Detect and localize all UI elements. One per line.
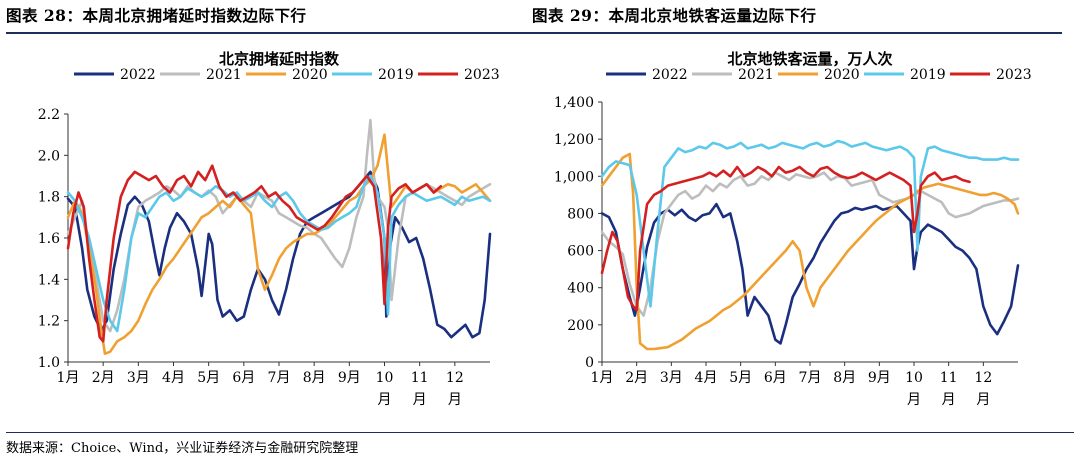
series-line-2020 <box>600 152 1020 351</box>
legend-label: 2021 <box>738 67 774 83</box>
x-tick-label: 4月 <box>162 370 185 386</box>
series-line-2023 <box>66 164 443 343</box>
y-tick-label: 1.6 <box>38 231 60 247</box>
legend-label: 2023 <box>464 67 500 83</box>
x-tick-label: 12 <box>974 370 992 386</box>
x-tick-label: 11 <box>411 370 429 386</box>
x-tick-label-unit: 月 <box>448 392 462 408</box>
x-tick-label: 5月 <box>197 370 220 386</box>
source-note: 数据来源：Choice、Wind，兴业证券经济与金融研究院整理 <box>6 441 359 456</box>
x-tick-label: 9月 <box>338 370 361 386</box>
x-tick-label: 1月 <box>57 370 80 386</box>
chart-title: 北京地铁客运量，万人次 <box>727 50 892 68</box>
x-tick-label: 11 <box>940 370 958 386</box>
legend-label: 2022 <box>652 67 688 83</box>
x-tick-label-unit: 月 <box>942 392 956 408</box>
figure-29: 图表 29：本周北京地铁客运量边际下行 北京地铁客运量，万人次 2022 2021 2… <box>532 0 1062 432</box>
y-tick-label: 1.4 <box>38 272 60 288</box>
y-tick-label: 2.2 <box>38 107 60 123</box>
y-tick-label: 400 <box>567 281 594 297</box>
title-rule <box>532 32 1062 34</box>
title-rule <box>6 32 536 34</box>
legend-label: 2023 <box>996 67 1032 83</box>
y-tick-label: 1,200 <box>554 132 594 148</box>
y-tick-label: 1.0 <box>38 355 60 371</box>
legend-label: 2019 <box>910 67 946 83</box>
x-tick-label: 8月 <box>303 370 326 386</box>
figure-title: 图表 28：本周北京拥堵延时指数边际下行 <box>6 6 307 25</box>
x-tick-label: 8月 <box>833 370 856 386</box>
x-tick-label: 10 <box>376 370 394 386</box>
x-tick-label: 1月 <box>591 370 614 386</box>
y-tick-label: 1,000 <box>554 169 594 185</box>
x-tick-label: 4月 <box>695 370 718 386</box>
x-tick-label: 9月 <box>868 370 891 386</box>
legend-label: 2022 <box>120 67 156 83</box>
y-tick-label: 1.8 <box>38 190 60 206</box>
y-tick-label: 2.0 <box>38 148 60 164</box>
x-tick-label-unit: 月 <box>378 392 392 408</box>
series-line-2023 <box>600 165 971 312</box>
y-tick-label: 600 <box>567 244 594 260</box>
x-tick-label: 3月 <box>127 370 150 386</box>
x-tick-label: 2月 <box>92 370 115 386</box>
x-tick-label: 2月 <box>625 370 648 386</box>
series-line-2021 <box>66 118 492 333</box>
legend-label: 2020 <box>824 67 860 83</box>
x-tick-label: 3月 <box>660 370 683 386</box>
x-tick-label: 6月 <box>232 370 255 386</box>
x-tick-label: 10 <box>905 370 923 386</box>
y-tick-label: 200 <box>567 318 594 334</box>
y-tick-label: 1.2 <box>38 314 60 330</box>
x-tick-label-unit: 月 <box>907 392 921 408</box>
x-tick-label-unit: 月 <box>976 392 990 408</box>
x-tick-label: 7月 <box>799 370 822 386</box>
series-line-2022 <box>600 202 1020 345</box>
y-tick-label: 1,400 <box>554 95 594 111</box>
x-tick-label-unit: 月 <box>413 392 427 408</box>
chart-title: 北京拥堵延时指数 <box>219 50 340 68</box>
legend-label: 2019 <box>378 67 414 83</box>
x-tick-label: 6月 <box>764 370 787 386</box>
legend-label: 2020 <box>292 67 328 83</box>
series-line-2021 <box>600 171 1020 317</box>
source-rule <box>6 432 1074 433</box>
x-tick-label: 12 <box>446 370 464 386</box>
series-line-2019 <box>66 174 492 333</box>
x-tick-label: 5月 <box>729 370 752 386</box>
subway-ridership-chart: 北京地铁客运量，万人次 2022 2021 2020 2019 2023 0 200 400 60… <box>554 50 1032 408</box>
legend-label: 2021 <box>206 67 242 83</box>
figure-28: 图表 28：本周北京拥堵延时指数边际下行 北京拥堵延时指数 2022 2021 202… <box>6 0 536 432</box>
series-line-2019 <box>600 139 1020 308</box>
y-tick-label: 0 <box>585 355 594 371</box>
x-tick-label: 7月 <box>268 370 291 386</box>
y-tick-label: 800 <box>567 206 594 222</box>
congestion-index-chart: 北京拥堵延时指数 2022 2021 2020 2019 2023 1.0 1.2 1.4 1.6… <box>38 50 500 408</box>
figure-title: 图表 29：本周北京地铁客运量边际下行 <box>532 6 817 25</box>
